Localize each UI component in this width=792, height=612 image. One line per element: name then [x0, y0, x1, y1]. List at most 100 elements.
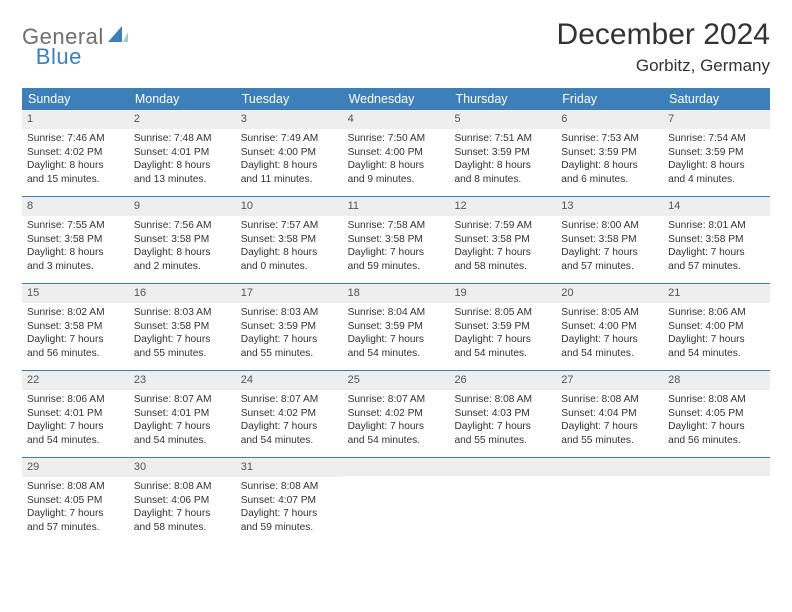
daylight-text: Daylight: 8 hours	[348, 159, 445, 173]
sunset-text: Sunset: 4:05 PM	[27, 494, 124, 508]
sunset-text: Sunset: 3:58 PM	[27, 320, 124, 334]
daylight-text: and 56 minutes.	[668, 434, 765, 448]
daylight-text: Daylight: 8 hours	[241, 246, 338, 260]
sunset-text: Sunset: 4:02 PM	[348, 407, 445, 421]
day-cell: 27Sunrise: 8:08 AMSunset: 4:04 PMDayligh…	[556, 371, 663, 457]
day-number: 12	[449, 197, 556, 216]
daylight-text: Daylight: 7 hours	[241, 333, 338, 347]
day-cell: 24Sunrise: 8:07 AMSunset: 4:02 PMDayligh…	[236, 371, 343, 457]
sunrise-text: Sunrise: 7:57 AM	[241, 219, 338, 233]
week-row: 8Sunrise: 7:55 AMSunset: 3:58 PMDaylight…	[22, 197, 770, 284]
daylight-text: Daylight: 7 hours	[134, 420, 231, 434]
daylight-text: and 57 minutes.	[561, 260, 658, 274]
daylight-text: Daylight: 7 hours	[27, 420, 124, 434]
day-number: 24	[236, 371, 343, 390]
weekday-header: Tuesday	[236, 88, 343, 110]
sunset-text: Sunset: 4:06 PM	[134, 494, 231, 508]
sunrise-text: Sunrise: 8:07 AM	[348, 393, 445, 407]
day-cell: 17Sunrise: 8:03 AMSunset: 3:59 PMDayligh…	[236, 284, 343, 370]
day-number: 3	[236, 110, 343, 129]
day-number: 20	[556, 284, 663, 303]
day-cell: 7Sunrise: 7:54 AMSunset: 3:59 PMDaylight…	[663, 110, 770, 196]
day-number	[449, 458, 556, 476]
sunrise-text: Sunrise: 7:46 AM	[27, 132, 124, 146]
day-number: 27	[556, 371, 663, 390]
daylight-text: Daylight: 7 hours	[241, 420, 338, 434]
sunset-text: Sunset: 3:58 PM	[134, 233, 231, 247]
day-cell: 20Sunrise: 8:05 AMSunset: 4:00 PMDayligh…	[556, 284, 663, 370]
day-number: 19	[449, 284, 556, 303]
sunrise-text: Sunrise: 8:08 AM	[241, 480, 338, 494]
weekday-header: Saturday	[663, 88, 770, 110]
daylight-text: and 4 minutes.	[668, 173, 765, 187]
daylight-text: Daylight: 7 hours	[561, 420, 658, 434]
day-number: 22	[22, 371, 129, 390]
daylight-text: and 58 minutes.	[454, 260, 551, 274]
sunrise-text: Sunrise: 8:08 AM	[561, 393, 658, 407]
daylight-text: and 2 minutes.	[134, 260, 231, 274]
daylight-text: Daylight: 7 hours	[134, 507, 231, 521]
sunset-text: Sunset: 3:58 PM	[561, 233, 658, 247]
daylight-text: Daylight: 7 hours	[454, 333, 551, 347]
logo: General Blue	[22, 24, 176, 50]
day-cell: 23Sunrise: 8:07 AMSunset: 4:01 PMDayligh…	[129, 371, 236, 457]
daylight-text: Daylight: 7 hours	[454, 246, 551, 260]
daylight-text: Daylight: 7 hours	[561, 333, 658, 347]
sunrise-text: Sunrise: 8:07 AM	[134, 393, 231, 407]
day-cell	[663, 458, 770, 544]
day-cell: 31Sunrise: 8:08 AMSunset: 4:07 PMDayligh…	[236, 458, 343, 544]
sunrise-text: Sunrise: 8:03 AM	[241, 306, 338, 320]
day-number: 10	[236, 197, 343, 216]
sunrise-text: Sunrise: 8:00 AM	[561, 219, 658, 233]
day-cell: 9Sunrise: 7:56 AMSunset: 3:58 PMDaylight…	[129, 197, 236, 283]
day-cell	[449, 458, 556, 544]
sunset-text: Sunset: 3:59 PM	[561, 146, 658, 160]
logo-sail-icon	[108, 26, 128, 49]
sunset-text: Sunset: 4:05 PM	[668, 407, 765, 421]
day-number: 5	[449, 110, 556, 129]
sunset-text: Sunset: 4:02 PM	[27, 146, 124, 160]
sunrise-text: Sunrise: 8:04 AM	[348, 306, 445, 320]
day-cell: 19Sunrise: 8:05 AMSunset: 3:59 PMDayligh…	[449, 284, 556, 370]
daylight-text: and 55 minutes.	[454, 434, 551, 448]
day-cell	[556, 458, 663, 544]
daylight-text: and 55 minutes.	[561, 434, 658, 448]
daylight-text: Daylight: 8 hours	[668, 159, 765, 173]
daylight-text: Daylight: 8 hours	[561, 159, 658, 173]
day-number: 30	[129, 458, 236, 477]
sunset-text: Sunset: 3:59 PM	[454, 146, 551, 160]
day-number	[556, 458, 663, 476]
sunset-text: Sunset: 4:00 PM	[561, 320, 658, 334]
daylight-text: and 13 minutes.	[134, 173, 231, 187]
sunset-text: Sunset: 4:01 PM	[27, 407, 124, 421]
day-cell: 5Sunrise: 7:51 AMSunset: 3:59 PMDaylight…	[449, 110, 556, 196]
sunrise-text: Sunrise: 7:50 AM	[348, 132, 445, 146]
daylight-text: and 55 minutes.	[241, 347, 338, 361]
day-cell: 15Sunrise: 8:02 AMSunset: 3:58 PMDayligh…	[22, 284, 129, 370]
daylight-text: and 54 minutes.	[668, 347, 765, 361]
sunset-text: Sunset: 3:59 PM	[668, 146, 765, 160]
day-cell: 11Sunrise: 7:58 AMSunset: 3:58 PMDayligh…	[343, 197, 450, 283]
day-cell: 29Sunrise: 8:08 AMSunset: 4:05 PMDayligh…	[22, 458, 129, 544]
day-cell: 26Sunrise: 8:08 AMSunset: 4:03 PMDayligh…	[449, 371, 556, 457]
weekday-header: Sunday	[22, 88, 129, 110]
daylight-text: and 59 minutes.	[241, 521, 338, 535]
day-number: 17	[236, 284, 343, 303]
calendar: Sunday Monday Tuesday Wednesday Thursday…	[22, 88, 770, 544]
day-number: 9	[129, 197, 236, 216]
daylight-text: and 54 minutes.	[348, 347, 445, 361]
day-cell: 14Sunrise: 8:01 AMSunset: 3:58 PMDayligh…	[663, 197, 770, 283]
sunrise-text: Sunrise: 8:06 AM	[668, 306, 765, 320]
day-number: 13	[556, 197, 663, 216]
week-row: 15Sunrise: 8:02 AMSunset: 3:58 PMDayligh…	[22, 284, 770, 371]
weekday-header-row: Sunday Monday Tuesday Wednesday Thursday…	[22, 88, 770, 110]
day-number: 26	[449, 371, 556, 390]
daylight-text: and 54 minutes.	[454, 347, 551, 361]
daylight-text: and 9 minutes.	[348, 173, 445, 187]
sunrise-text: Sunrise: 8:01 AM	[668, 219, 765, 233]
daylight-text: and 8 minutes.	[454, 173, 551, 187]
sunrise-text: Sunrise: 7:53 AM	[561, 132, 658, 146]
sunrise-text: Sunrise: 8:05 AM	[454, 306, 551, 320]
day-number: 8	[22, 197, 129, 216]
daylight-text: Daylight: 7 hours	[27, 333, 124, 347]
